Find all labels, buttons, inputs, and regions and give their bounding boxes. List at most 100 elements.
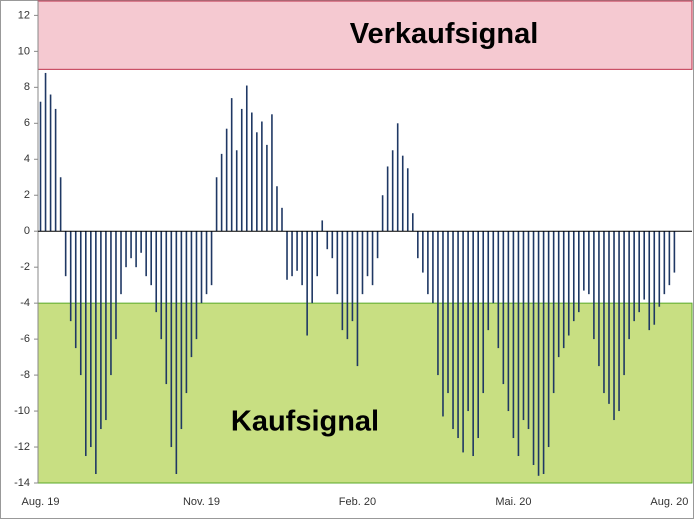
bar (356, 231, 359, 367)
bar (336, 231, 339, 295)
y-tick-label: 12 (18, 9, 30, 21)
bar (603, 231, 605, 394)
bar (391, 150, 394, 232)
bar (115, 231, 117, 340)
bar (296, 231, 298, 271)
bar (482, 231, 485, 394)
y-tick-label: -10 (14, 405, 30, 417)
bar (457, 231, 459, 439)
y-tick-label: -8 (20, 369, 30, 381)
bar (165, 231, 168, 385)
y-tick-label: 0 (24, 225, 30, 237)
bar (633, 231, 635, 322)
bar (417, 231, 419, 259)
x-tick-label: Feb. 20 (339, 496, 376, 508)
bar (547, 231, 550, 448)
bar (135, 231, 137, 268)
bar (522, 231, 525, 421)
bar (361, 231, 364, 295)
y-tick-label: -14 (14, 477, 30, 489)
bars (39, 72, 676, 476)
bar (306, 231, 308, 336)
bar (578, 231, 580, 313)
bar (472, 231, 474, 457)
bar (411, 213, 414, 232)
bar (593, 231, 595, 340)
bar (427, 231, 429, 295)
bar (552, 231, 555, 394)
bar (663, 231, 666, 295)
bar (371, 231, 374, 286)
bar (648, 231, 651, 331)
bar (447, 231, 449, 394)
bar (437, 231, 439, 376)
bar (422, 231, 424, 273)
bar (175, 231, 178, 475)
y-tick-label: 6 (24, 117, 30, 129)
bar (673, 231, 676, 273)
zones: Verkaufsignal Kaufsignal (37, 0, 693, 484)
bar (205, 231, 208, 295)
bar (462, 231, 464, 453)
bar (517, 231, 520, 457)
x-tick-label: Nov. 19 (183, 496, 220, 508)
bar (331, 231, 334, 259)
y-tick-label: -12 (14, 441, 30, 453)
bar (507, 231, 510, 412)
bar (477, 231, 479, 439)
bar (59, 177, 62, 232)
signal-zone (37, 302, 693, 484)
bar (452, 231, 454, 430)
bar (608, 231, 610, 404)
bar (301, 231, 303, 286)
bar (49, 94, 52, 232)
bar (245, 85, 248, 232)
bar (271, 114, 273, 232)
bar (527, 231, 530, 430)
bar (401, 155, 404, 232)
bar (105, 231, 107, 421)
bar (170, 231, 173, 448)
bar (251, 112, 253, 232)
bar (200, 231, 203, 304)
bar (150, 231, 152, 286)
zone-label: Verkaufsignal (350, 18, 539, 50)
bar (638, 231, 640, 313)
bar (492, 231, 495, 304)
bar (266, 144, 268, 232)
bar (235, 150, 238, 232)
bar (230, 98, 233, 232)
bar (140, 231, 142, 253)
bar (487, 231, 490, 331)
bar (281, 207, 283, 232)
bar (240, 108, 243, 232)
bar (396, 123, 399, 232)
bar (542, 231, 545, 475)
y-tick-label: -2 (20, 261, 30, 273)
bar (195, 231, 198, 340)
bar (311, 231, 313, 304)
bar (502, 231, 505, 385)
bar (95, 231, 97, 475)
x-tick-label: Aug. 19 (22, 496, 60, 508)
bar (180, 231, 183, 430)
bar (613, 231, 615, 421)
bar (155, 231, 158, 313)
bar (90, 231, 92, 448)
bar (69, 231, 72, 322)
bar (598, 231, 600, 367)
bar (341, 231, 344, 331)
bar (532, 231, 535, 466)
bar (572, 231, 575, 322)
y-tick-label: 4 (24, 153, 30, 165)
bar (185, 231, 188, 394)
bar (567, 231, 570, 336)
bar (467, 231, 469, 412)
x-tick-label: Aug. 20 (650, 496, 688, 508)
bar (125, 231, 127, 268)
signal-zone (37, 0, 693, 70)
bar (74, 231, 77, 349)
bar (623, 231, 625, 376)
bar (376, 231, 379, 259)
